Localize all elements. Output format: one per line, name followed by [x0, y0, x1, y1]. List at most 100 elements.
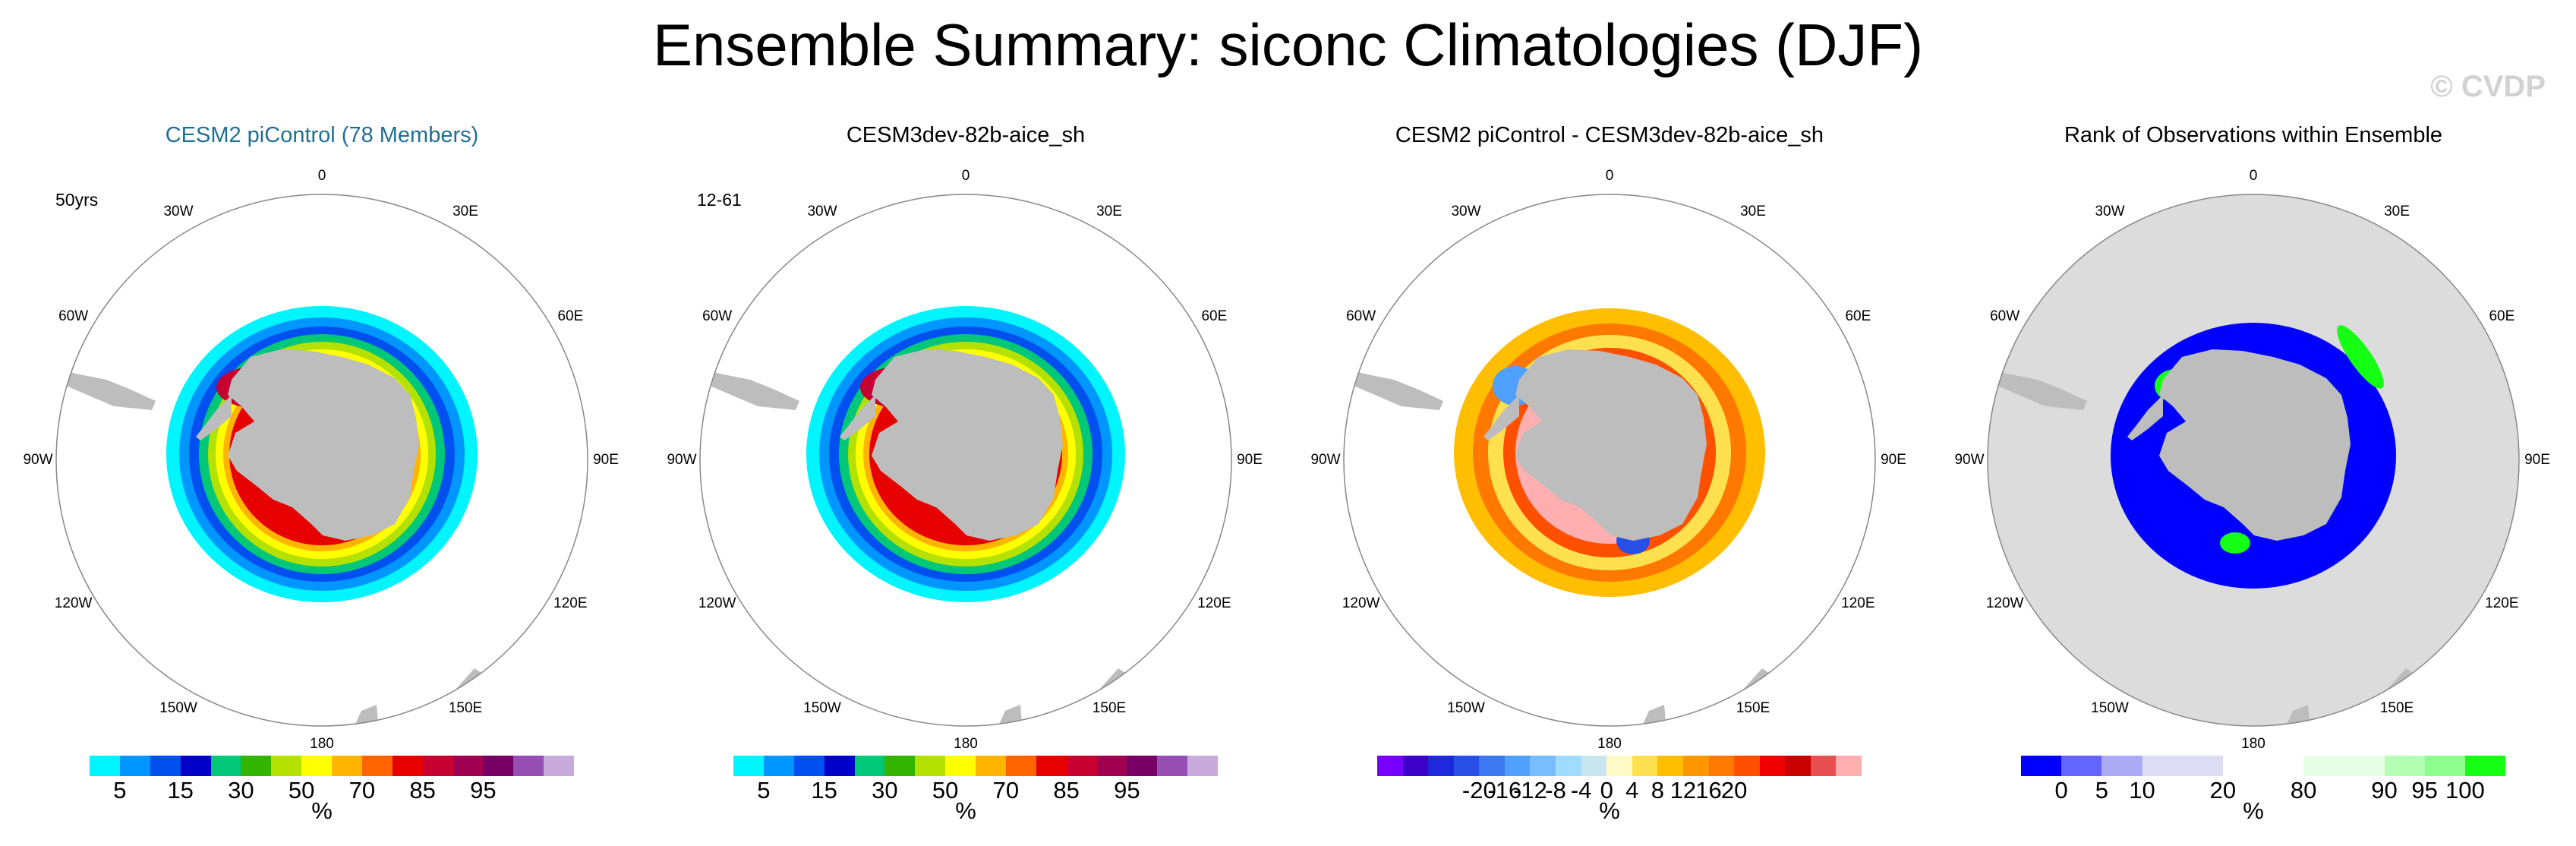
colorbar-swatch	[2464, 756, 2506, 776]
colorbar-swatch	[2222, 756, 2264, 776]
colorbar-swatch	[150, 756, 181, 776]
colorbar-swatch	[361, 756, 393, 776]
longitude-label: 120W	[54, 595, 93, 611]
colorbar-swatch	[1530, 756, 1556, 776]
longitude-label: 120E	[2485, 595, 2519, 611]
tasmania-landmass	[2285, 705, 2310, 726]
longitude-label: 150E	[448, 700, 483, 717]
colorbar-swatch	[271, 756, 302, 776]
longitude-label: 90E	[1881, 452, 1906, 468]
longitude-label: 150W	[803, 700, 841, 717]
colorbar-swatch	[945, 756, 976, 776]
colorbar-tick-label: 95	[470, 777, 497, 803]
longitude-label: 150W	[159, 700, 197, 717]
longitude-label: 30E	[452, 203, 478, 219]
colorbar-tick-label: 100	[2445, 777, 2485, 803]
antarctica-landmass	[872, 349, 1063, 541]
colorbar-tick-label: 50	[932, 777, 959, 803]
antarctica-landmass	[1515, 349, 1707, 541]
antarctic-peninsula	[1483, 395, 1519, 440]
colorbar-swatch	[763, 756, 794, 776]
longitude-label: 30E	[1740, 203, 1766, 219]
colorbar-swatch	[793, 756, 825, 776]
colorbar-tick-label: 0	[1600, 777, 1613, 803]
colorbar-swatch	[915, 756, 946, 776]
colorbar-swatch	[332, 756, 362, 776]
colorbar-tick-label: 16	[1695, 777, 1722, 803]
colorbar-swatch	[1096, 756, 1127, 776]
longitude-label: 90W	[1954, 452, 1985, 468]
colorbar-tick-label: 5	[113, 777, 127, 803]
colorbar-swatch	[1157, 756, 1188, 776]
polar-map	[1343, 194, 1876, 727]
longitude-label: 0	[2249, 168, 2258, 184]
colorbar-swatch	[2424, 756, 2465, 776]
colorbar-unit: %	[2243, 797, 2264, 824]
colorbar-tick-label: 8	[1651, 777, 1664, 803]
map-border	[1343, 194, 1876, 727]
colorbar-tick-label: -16	[1487, 777, 1522, 803]
colorbar-swatch	[1377, 756, 1403, 776]
colorbar-swatch	[854, 756, 885, 776]
colorbar-tick-label: 90	[2371, 777, 2398, 803]
longitude-label: 180	[954, 736, 978, 752]
longitude-label: 150E	[1736, 700, 1770, 717]
longitude-label: 120W	[1342, 595, 1380, 611]
longitude-label: 60E	[1845, 308, 1871, 324]
longitude-label: 30W	[1451, 203, 1481, 219]
colorbar-tick-label: 95	[1114, 777, 1140, 803]
colorbar-tick-label: 4	[1625, 777, 1639, 803]
longitude-label: 150E	[1092, 700, 1127, 717]
colorbar-swatch	[1734, 756, 1760, 776]
colorbar-tick-label: 20	[1720, 777, 1748, 803]
colorbar-tick-label: 30	[228, 777, 254, 803]
colorbar-tick-label: 85	[1053, 777, 1080, 803]
high-rank-patch	[2337, 325, 2384, 389]
longitude-label: 60W	[702, 308, 733, 324]
colorbar-swatch	[544, 756, 574, 776]
colorbar-tick-label: 70	[992, 777, 1020, 803]
colorbar-swatch	[241, 756, 272, 776]
longitude-label: 60E	[557, 308, 584, 324]
colorbar-swatch	[1682, 756, 1709, 776]
colorbar-tick-label: 15	[811, 777, 837, 803]
colorbar-swatch	[1005, 756, 1036, 776]
colorbar-tick-label: 50	[288, 777, 315, 803]
longitude-label: 150E	[2379, 700, 2414, 717]
colorbar-tick-label: 95	[2411, 777, 2438, 803]
colorbar-tick-label: 5	[2095, 777, 2108, 803]
colorbar-swatch	[2101, 756, 2142, 776]
longitude-label: 120E	[553, 595, 588, 611]
colorbar-unit: %	[311, 797, 333, 824]
map-panel-2: CESM3dev-82b-aice_sh 12-61 0 30E 60E 90E 120E 1…	[644, 0, 1288, 846]
colorbar-swatch	[1402, 756, 1429, 776]
colorbar-swatch	[1187, 756, 1218, 776]
longitude-label: 60E	[1201, 308, 1228, 324]
colorbar-swatch	[1836, 756, 1862, 776]
colorbar-swatch	[1428, 756, 1454, 776]
colorbar-swatch	[1759, 756, 1786, 776]
colorbar-swatch	[2142, 756, 2183, 776]
longitude-label: 60W	[1346, 308, 1376, 324]
longitude-label: 0	[961, 168, 970, 184]
colorbar-swatch	[2263, 756, 2304, 776]
colorbar-swatch	[1657, 756, 1683, 776]
tasmania-landmass	[1641, 705, 1666, 726]
longitude-label: 90E	[593, 452, 619, 468]
longitude-label: 30W	[807, 203, 837, 219]
colorbar-swatch	[1036, 756, 1067, 776]
colorbar-tick-label: -8	[1545, 777, 1566, 803]
longitude-label: 0	[317, 168, 326, 184]
polar-map	[55, 194, 588, 727]
longitude-label: 180	[1597, 736, 1622, 752]
longitude-label: 90W	[23, 452, 53, 468]
colorbar-swatch	[483, 756, 514, 776]
colorbar-tick-label: 80	[2290, 777, 2317, 803]
colorbar-tick-label: 5	[757, 777, 771, 803]
colorbar-tick-label: 70	[348, 777, 376, 803]
longitude-label: 90E	[2524, 452, 2550, 468]
map-panel-3: CESM2 piControl - CESM3dev-82b-aice_sh 0 3…	[1288, 0, 1931, 846]
colorbar-swatch	[180, 756, 211, 776]
colorbar	[90, 756, 574, 776]
colorbar-tick-label: -4	[1570, 777, 1592, 803]
